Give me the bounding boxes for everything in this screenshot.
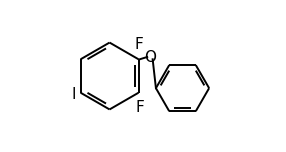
Text: F: F [136,100,144,115]
Text: O: O [144,50,156,64]
Text: F: F [135,37,144,52]
Text: I: I [72,87,76,102]
